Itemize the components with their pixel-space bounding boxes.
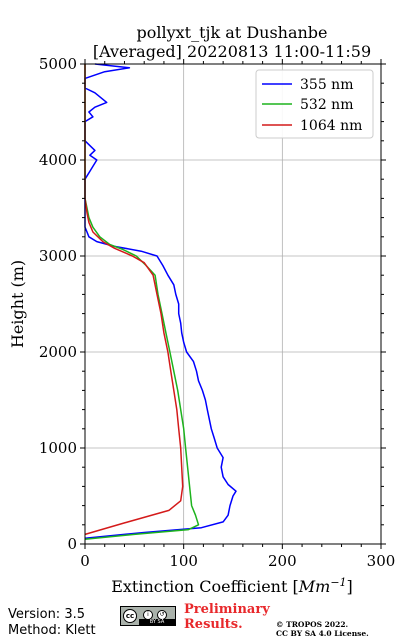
legend-label-1064: 1064 nm [300,118,362,134]
copyright-line-2: CC BY SA 4.0 License. [276,629,369,638]
chart-subtitle: [Averaged] 20220813 11:00-11:59 [93,42,371,61]
y-axis-label: Height (m) [8,260,27,348]
copyright-notice: © TROPOS 2022. CC BY SA 4.0 License. [276,620,396,638]
cc-badge-strip: BY SA [139,619,175,625]
legend-label-355: 355 nm [300,77,353,93]
plot-frame [84,63,382,545]
series-line-1064-nm [84,64,184,536]
y-tick-label: 5000 [39,55,77,73]
series-layer [84,63,237,540]
version-text: Version: 3.5 [8,607,85,622]
x-tick-label: 0 [80,552,90,570]
x-tick-label: 200 [268,552,297,570]
x-tick-label: 100 [169,552,198,570]
legend: 355 nm 532 nm 1064 nm [255,69,374,139]
legend-box [255,69,374,139]
cc-license-badge: cc i ↺ BY SA [120,606,176,626]
y-tick-label: 0 [67,535,77,553]
y-tick-label: 3000 [39,247,77,265]
cc-logo-icon: cc [123,609,137,623]
x-tick-label: 300 [367,552,396,570]
method-text: Method: Klett [8,623,96,638]
series-line-355-nm [84,63,237,539]
copyright-line-1: © TROPOS 2022. [276,620,349,629]
x-axis-label: Extinction Coefficient [Mm−1] [111,576,353,596]
y-tick-label: 4000 [39,151,77,169]
y-tick-label: 1000 [39,439,77,457]
preliminary-results-label: Preliminary Results. [184,602,270,632]
chart-title: pollyxt_tjk at Dushanbe [136,23,327,42]
lidar-profile-chart: pollyxt_tjk at Dushanbe [Averaged] 20220… [8,23,396,596]
legend-label-532: 532 nm [300,97,353,113]
y-tick-label: 2000 [39,343,77,361]
